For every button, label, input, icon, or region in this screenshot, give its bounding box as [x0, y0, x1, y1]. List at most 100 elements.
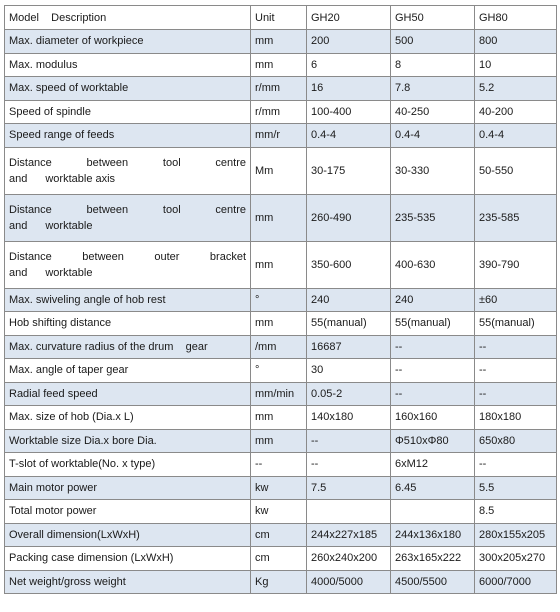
specification-table: Model Description Unit GH20 GH50 GH80 Ma… — [4, 5, 557, 594]
row-unit: Mm — [250, 146, 307, 195]
row-description-line1: Distance between tool centre — [9, 156, 246, 169]
cell-gh20: 30 — [306, 358, 391, 383]
row-description: Distance between tool centre and worktable… — [4, 146, 251, 195]
cell-gh80: 55(manual) — [474, 311, 557, 336]
cell-gh80: ±60 — [474, 287, 557, 312]
cell-gh20: 30-175 — [306, 146, 391, 195]
cell-gh20: 6 — [306, 52, 391, 77]
table-row: Overall dimension(LxWxH) cm 244x227x185 244… — [4, 522, 557, 547]
row-description-line1: Distance between outer bracket — [9, 250, 246, 263]
row-description-word: and — [9, 219, 28, 232]
cell-gh80: 800 — [474, 29, 557, 54]
cell-gh50: 8 — [390, 52, 475, 77]
header-description: Model Description — [4, 5, 251, 30]
row-unit: mm — [250, 29, 307, 54]
cell-gh80: 235-585 — [474, 193, 557, 242]
row-description-word: worktable — [45, 219, 93, 232]
row-description: Max. angle of taper gear — [4, 358, 251, 383]
cell-gh50: 244x136x180 — [390, 522, 475, 547]
row-unit: kw — [250, 499, 307, 524]
row-unit: /mm — [250, 334, 307, 359]
cell-gh50: 55(manual) — [390, 311, 475, 336]
row-description-line2: and worktable — [9, 218, 246, 234]
row-description: Max. modulus — [4, 52, 251, 77]
cell-gh20: 260-490 — [306, 193, 391, 242]
cell-gh50: 6xM12 — [390, 452, 475, 477]
table-row: Max. curvature radius of the drum gear/m… — [4, 334, 557, 359]
cell-gh50: 263x165x222 — [390, 546, 475, 571]
row-description: Net weight/gross weight — [4, 569, 251, 594]
table-row: Max. size of hob (Dia.x L) mm 140x180 160x1… — [4, 405, 557, 430]
cell-gh50: Φ510xΦ80 — [390, 428, 475, 453]
cell-gh20: 200 — [306, 29, 391, 54]
row-description: Max. diameter of workpiece — [4, 29, 251, 54]
header-model-gh20: GH20 — [306, 5, 391, 30]
cell-gh80: 0.4-4 — [474, 123, 557, 148]
table-row: Max. modulus mm 6 8 10 — [4, 52, 557, 77]
table-row: Max. swiveling angle of hob rest ° 240 240 ±… — [4, 287, 557, 312]
header-unit: Unit — [250, 5, 307, 30]
cell-gh50: 0.4-4 — [390, 123, 475, 148]
table-row: Distance between outer bracket and worktab… — [4, 240, 557, 289]
header-row: Model Description Unit GH20 GH50 GH80 — [4, 5, 557, 30]
cell-gh20: 350-600 — [306, 240, 391, 289]
cell-gh20: 16 — [306, 76, 391, 101]
table-row: Speed range of feeds mm/r 0.4-4 0.4-4 0.4-4 — [4, 123, 557, 148]
cell-gh50: 40-250 — [390, 99, 475, 124]
cell-gh80: 390-790 — [474, 240, 557, 289]
row-description-word: and — [9, 172, 28, 185]
cell-gh50: 240 — [390, 287, 475, 312]
row-description: Max. swiveling angle of hob rest — [4, 287, 251, 312]
header-model-gh80: GH80 — [474, 5, 557, 30]
cell-gh20: 244x227x185 — [306, 522, 391, 547]
cell-gh80: -- — [474, 334, 557, 359]
row-unit: ° — [250, 287, 307, 312]
header-model-gh50: GH50 — [390, 5, 475, 30]
row-description: Speed range of feeds — [4, 123, 251, 148]
cell-gh50: 400-630 — [390, 240, 475, 289]
cell-gh50: -- — [390, 334, 475, 359]
cell-gh80: 50-550 — [474, 146, 557, 195]
row-unit: mm — [250, 311, 307, 336]
row-description: Packing case dimension (LxWxH) — [4, 546, 251, 571]
row-unit: -- — [250, 452, 307, 477]
cell-gh80: 300x205x270 — [474, 546, 557, 571]
cell-gh80: 8.5 — [474, 499, 557, 524]
cell-gh80: 5.2 — [474, 76, 557, 101]
row-description-word: and — [9, 266, 28, 279]
cell-gh20: -- — [306, 452, 391, 477]
row-unit: mm — [250, 405, 307, 430]
cell-gh20 — [306, 499, 391, 524]
cell-gh20: 0.4-4 — [306, 123, 391, 148]
table-row: Net weight/gross weight Kg 4000/5000 4500/5… — [4, 569, 557, 594]
table-row: Max. diameter of workpiece mm 200 500 800 — [4, 29, 557, 54]
row-description: Main motor power — [4, 475, 251, 500]
table-row: Total motor power kw 8.5 — [4, 499, 557, 524]
row-unit: cm — [250, 546, 307, 571]
row-unit: mm/min — [250, 381, 307, 406]
table-row: Packing case dimension (LxWxH) cm 260x240x… — [4, 546, 557, 571]
cell-gh50 — [390, 499, 475, 524]
cell-gh80: 6000/7000 — [474, 569, 557, 594]
cell-gh80: -- — [474, 381, 557, 406]
table-row: Distance between tool centre and worktable… — [4, 193, 557, 242]
row-description: Max. curvature radius of the drum gear — [4, 334, 251, 359]
row-unit: Kg — [250, 569, 307, 594]
cell-gh50: 7.8 — [390, 76, 475, 101]
cell-gh50: 30-330 — [390, 146, 475, 195]
cell-gh20: 4000/5000 — [306, 569, 391, 594]
row-unit: kw — [250, 475, 307, 500]
row-description: Max. size of hob (Dia.x L) — [4, 405, 251, 430]
cell-gh50: 160x160 — [390, 405, 475, 430]
row-description-word: worktable axis — [45, 172, 116, 185]
cell-gh80: -- — [474, 452, 557, 477]
cell-gh50: 235-535 — [390, 193, 475, 242]
cell-gh20: 7.5 — [306, 475, 391, 500]
row-unit: mm — [250, 240, 307, 289]
row-unit: r/mm — [250, 76, 307, 101]
row-unit: r/mm — [250, 99, 307, 124]
cell-gh20: 100-400 — [306, 99, 391, 124]
cell-gh50: -- — [390, 358, 475, 383]
cell-gh80: 180x180 — [474, 405, 557, 430]
cell-gh20: 140x180 — [306, 405, 391, 430]
